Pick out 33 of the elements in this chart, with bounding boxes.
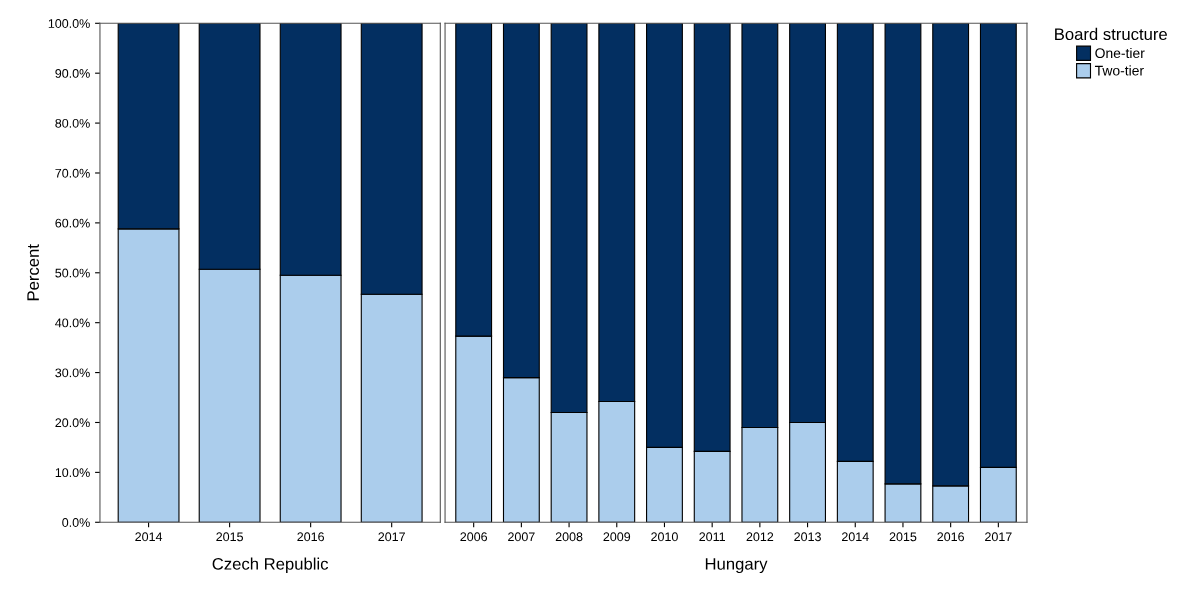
y-tick-label: 10.0% [55,468,90,478]
x-tick-label: 2007 [508,532,535,542]
y-tick-label: 90.0% [55,68,90,78]
x-axis-title: Hungary [705,558,768,574]
x-tick-label: 2006 [460,532,488,542]
y-tick-label: 0.0% [62,518,90,527]
x-tick-label: 2015 [216,532,243,542]
x-tick-label: 2017 [985,532,1012,542]
x-tick-label: 2010 [651,532,678,542]
x-tick-label: 2015 [889,532,917,542]
x-tick-label: 2011 [699,532,725,542]
x-tick-label: 2014 [841,532,869,542]
x-tick-label: 2008 [555,532,583,542]
x-tick-label: 2014 [135,532,163,542]
legend-label: Two-tier [1094,65,1144,76]
y-tick-label: 80.0% [55,118,90,128]
y-tick-label: 60.0% [55,218,90,228]
x-tick-label: 2016 [297,532,324,542]
x-axis-title: Czech Republic [212,557,329,574]
legend-title: Board structure [1055,27,1167,41]
x-tick-label: 2013 [794,532,821,542]
y-tick-label: 70.0% [55,168,90,178]
y-tick-label: 100.0% [48,19,90,28]
legend-label: One-tier [1095,47,1145,59]
x-tick-label: 2012 [746,532,774,542]
y-tick-label: 20.0% [55,418,90,428]
y-tick-label: 30.0% [55,368,90,378]
y-axis-title: Percent [27,244,39,301]
x-tick-label: 2016 [937,532,965,542]
y-tick-label: 40.0% [55,318,90,328]
x-tick-label: 2017 [378,532,405,542]
x-tick-label: 2009 [603,532,631,542]
y-tick-label: 50.0% [55,268,90,278]
